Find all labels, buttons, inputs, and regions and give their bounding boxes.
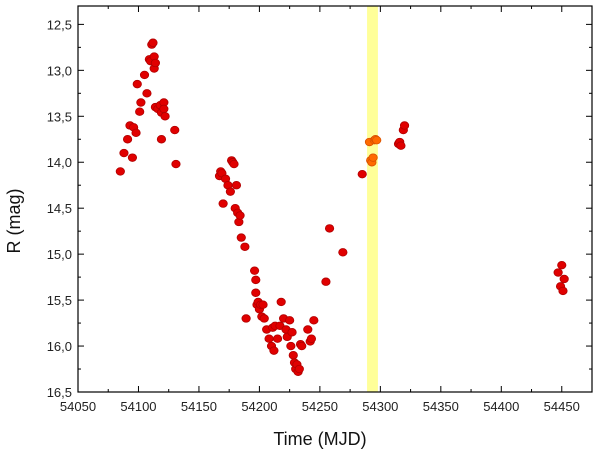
data-point xyxy=(135,107,145,116)
data-point xyxy=(142,89,152,98)
data-point xyxy=(294,364,304,374)
data-point xyxy=(396,141,406,150)
data-point xyxy=(324,224,335,233)
x-tick-label: 54450 xyxy=(544,399,580,414)
data-point xyxy=(136,98,146,107)
data-point xyxy=(225,187,235,196)
data-point xyxy=(557,260,567,270)
highlight-band-layer xyxy=(367,6,378,392)
x-tick-label: 54300 xyxy=(362,399,398,414)
data-point xyxy=(171,159,181,169)
data-point xyxy=(553,268,563,277)
data-point xyxy=(357,169,367,179)
data-point xyxy=(139,70,150,80)
data-point xyxy=(122,135,133,144)
data-point xyxy=(259,314,269,323)
x-tick-label: 54250 xyxy=(302,399,338,414)
data-point xyxy=(229,159,239,169)
data-point xyxy=(399,121,410,130)
data-point xyxy=(306,334,317,343)
data-point xyxy=(303,325,313,334)
data-point xyxy=(127,153,138,162)
ticks-layer: 54050 54100 54150 54200 54250 54300 54350 54400… xyxy=(47,6,592,414)
data-point xyxy=(264,334,274,343)
data-point xyxy=(287,328,297,337)
data-point xyxy=(148,38,158,47)
x-tick-label: 54350 xyxy=(423,399,459,414)
data-point xyxy=(249,266,260,275)
data-point xyxy=(231,181,242,190)
y-tick-label: 14,0 xyxy=(47,155,72,170)
y-tick-label: 13,5 xyxy=(47,109,72,124)
y-tick-label: 16,0 xyxy=(47,339,72,354)
y-tick-label: 16,5 xyxy=(47,385,72,400)
data-point xyxy=(241,314,251,323)
data-point xyxy=(159,104,169,114)
data-point xyxy=(558,286,568,296)
data-point xyxy=(276,297,286,307)
plot-frame xyxy=(77,5,593,393)
data-point xyxy=(258,300,268,309)
y-tick-label: 12,5 xyxy=(47,17,72,32)
data-point xyxy=(131,128,141,138)
x-tick-label: 54100 xyxy=(120,399,156,414)
data-point xyxy=(218,199,228,208)
data-point xyxy=(235,211,245,220)
data-point xyxy=(269,346,279,355)
data-point xyxy=(170,125,180,135)
data-point xyxy=(285,316,295,325)
data-point xyxy=(288,351,298,360)
x-tick-label: 54400 xyxy=(483,399,519,414)
x-axis-title: Time (MJD) xyxy=(273,429,366,449)
data-point xyxy=(286,341,296,351)
y-tick-label: 13,0 xyxy=(47,63,72,78)
data-point xyxy=(251,275,261,285)
data-point xyxy=(119,148,129,158)
data-points-layer xyxy=(115,38,569,376)
y-axis-title: R (mag) xyxy=(4,188,24,253)
x-tick-label: 54150 xyxy=(181,399,217,414)
data-point xyxy=(372,135,382,145)
data-point xyxy=(338,248,348,257)
data-point xyxy=(132,79,142,89)
axes-layer xyxy=(77,5,593,393)
x-tick-label: 54050 xyxy=(60,399,96,414)
data-point xyxy=(297,341,307,351)
data-point xyxy=(251,288,261,297)
x-tick-label: 54200 xyxy=(241,399,277,414)
data-point xyxy=(150,58,161,68)
data-point xyxy=(236,233,246,242)
y-tick-label: 15,0 xyxy=(47,247,72,262)
data-point xyxy=(559,274,569,284)
data-point xyxy=(240,242,250,251)
data-point xyxy=(368,153,378,162)
data-point xyxy=(156,135,167,144)
data-point xyxy=(309,316,319,325)
y-tick-label: 15,5 xyxy=(47,293,72,308)
data-point xyxy=(321,277,331,286)
data-point xyxy=(115,167,125,176)
highlight-band xyxy=(367,6,378,392)
data-point xyxy=(160,112,170,121)
y-tick-label: 14,5 xyxy=(47,201,72,216)
data-point xyxy=(272,334,283,343)
